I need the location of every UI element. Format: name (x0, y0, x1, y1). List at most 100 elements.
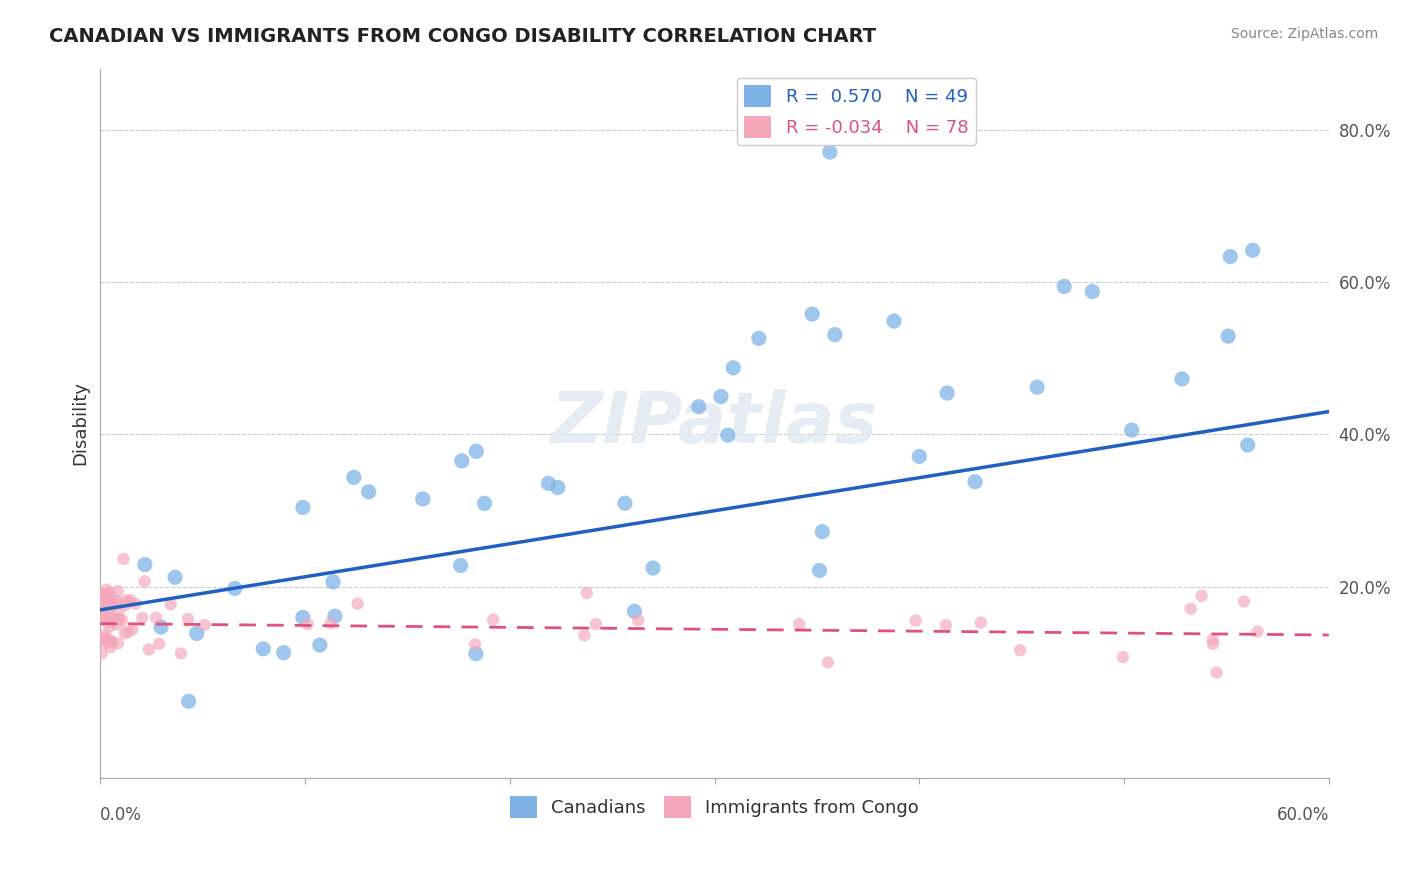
Point (904, 614, 927, 628)
Point (105, 594, 128, 608)
Point (1171, 372, 1194, 386)
Point (159, 597, 181, 611)
Point (291, 500, 314, 515)
Point (186, 626, 208, 640)
Text: ZIPatlas: ZIPatlas (551, 389, 879, 458)
Point (1053, 279, 1076, 293)
Point (112, 552, 135, 566)
Point (148, 637, 170, 651)
Point (163, 570, 186, 584)
Point (124, 597, 146, 611)
Point (252, 641, 274, 656)
Point (100, 634, 122, 648)
Point (641, 561, 664, 575)
Point (96, 592, 118, 607)
Point (114, 626, 136, 640)
Point (710, 390, 733, 404)
Point (98, 609, 121, 624)
Point (688, 400, 710, 414)
Point (90, 590, 112, 604)
Point (107, 636, 129, 650)
Point (575, 586, 598, 600)
Point (138, 642, 160, 657)
Point (1241, 244, 1264, 258)
Point (1180, 602, 1202, 616)
Point (1219, 250, 1241, 264)
Point (98, 585, 121, 599)
Point (103, 598, 125, 612)
Point (177, 612, 200, 626)
Point (1081, 285, 1104, 299)
Point (717, 428, 740, 442)
Point (464, 637, 486, 651)
Point (97, 615, 120, 629)
Point (537, 476, 560, 491)
Point (801, 307, 824, 321)
Point (346, 597, 368, 611)
Point (103, 595, 125, 609)
Point (96, 598, 118, 612)
Point (574, 628, 596, 642)
Point (91, 599, 114, 614)
Point (1233, 594, 1256, 608)
Point (319, 616, 342, 631)
Point (121, 623, 143, 637)
Point (117, 624, 139, 639)
Point (1236, 438, 1258, 452)
Point (96, 591, 118, 605)
Point (93, 632, 115, 646)
Point (91, 586, 114, 600)
Point (464, 647, 486, 661)
Point (970, 615, 993, 630)
Point (1202, 632, 1225, 647)
Point (1121, 423, 1143, 437)
Point (322, 574, 344, 589)
Point (291, 610, 314, 624)
Point (787, 617, 810, 632)
Point (474, 496, 496, 510)
Point (98, 620, 121, 634)
Point (96, 632, 118, 646)
Point (131, 610, 153, 624)
Point (96, 582, 118, 597)
Point (482, 613, 505, 627)
Point (108, 612, 131, 626)
Point (623, 604, 645, 618)
Point (817, 656, 839, 670)
Point (721, 360, 744, 375)
Point (114, 599, 136, 613)
Point (107, 612, 129, 626)
Point (547, 480, 569, 494)
Point (1191, 589, 1213, 603)
Point (105, 617, 128, 632)
Point (194, 618, 217, 632)
Point (585, 617, 607, 632)
Point (1010, 643, 1032, 657)
Point (149, 620, 172, 634)
Point (90, 602, 112, 616)
Point (177, 694, 200, 708)
Point (357, 484, 380, 499)
Point (96, 636, 118, 650)
Point (908, 450, 931, 464)
Point (297, 617, 319, 632)
Point (613, 496, 636, 510)
Point (465, 444, 488, 458)
Point (170, 646, 193, 660)
Text: CANADIAN VS IMMIGRANTS FROM CONGO DISABILITY CORRELATION CHART: CANADIAN VS IMMIGRANTS FROM CONGO DISABI… (49, 27, 876, 45)
Point (883, 314, 905, 328)
Point (627, 614, 650, 628)
Point (1246, 624, 1268, 639)
Point (90, 590, 112, 604)
Point (935, 618, 957, 632)
Point (120, 593, 142, 607)
Point (100, 635, 122, 649)
Point (96, 609, 118, 624)
Point (94, 632, 117, 647)
Text: 60.0%: 60.0% (1277, 806, 1329, 824)
Point (94, 628, 117, 642)
Point (343, 470, 366, 484)
Point (323, 609, 346, 624)
Point (412, 491, 434, 506)
Point (936, 386, 959, 401)
